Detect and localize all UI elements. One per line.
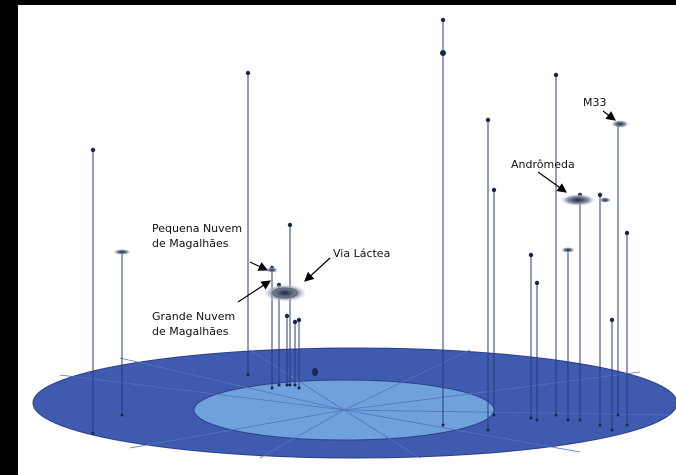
label: Andrômeda bbox=[511, 158, 575, 171]
left-border bbox=[0, 0, 18, 475]
galaxy-dot bbox=[486, 118, 490, 122]
stem-foot bbox=[92, 432, 95, 435]
stem-foot bbox=[567, 419, 570, 422]
stem-foot bbox=[611, 429, 614, 432]
stem-foot bbox=[442, 424, 445, 427]
stem-foot bbox=[294, 384, 297, 387]
label: Pequena Nuvem bbox=[152, 222, 242, 235]
stem-foot bbox=[617, 414, 620, 417]
local-group-diagram: Pequena Nuvem de Magalhães Via Láctea Gr… bbox=[0, 0, 676, 475]
top-border bbox=[0, 0, 676, 5]
label: de Magalhães bbox=[152, 325, 229, 338]
stem-foot bbox=[555, 414, 558, 417]
stem-foot bbox=[493, 414, 496, 417]
label: M33 bbox=[583, 96, 607, 109]
galaxy bbox=[113, 249, 131, 255]
galaxy-dot bbox=[293, 320, 297, 324]
galaxy-dot bbox=[440, 50, 446, 56]
stem-foot bbox=[530, 417, 533, 420]
galaxy-dot bbox=[492, 188, 496, 192]
galaxy-dot bbox=[91, 148, 95, 152]
galaxy bbox=[312, 368, 318, 376]
stem-foot bbox=[121, 414, 124, 417]
galaxy-dot bbox=[285, 314, 289, 318]
stem-foot bbox=[487, 429, 490, 432]
galaxy-dot bbox=[610, 318, 614, 322]
galaxy-dot bbox=[441, 18, 445, 22]
andromeda bbox=[560, 194, 596, 206]
galaxy bbox=[599, 197, 611, 203]
stem-foot bbox=[289, 384, 292, 387]
galaxy-dot bbox=[297, 318, 301, 322]
label: de Magalhães bbox=[152, 237, 229, 250]
label: Via Láctea bbox=[333, 247, 390, 260]
galaxy-dot bbox=[529, 253, 533, 257]
galaxy-dot bbox=[625, 231, 629, 235]
stem-foot bbox=[271, 387, 274, 390]
galaxy-dot bbox=[246, 71, 250, 75]
stem-foot bbox=[579, 419, 582, 422]
stem-foot bbox=[278, 384, 281, 387]
galaxy bbox=[561, 247, 575, 253]
stem-foot bbox=[286, 384, 289, 387]
galaxy-dot bbox=[554, 73, 558, 77]
stem-foot bbox=[599, 424, 602, 427]
stem-foot bbox=[298, 387, 301, 390]
smc bbox=[266, 267, 278, 273]
label: Grande Nuvem bbox=[152, 310, 235, 323]
stem-foot bbox=[536, 419, 539, 422]
m33 bbox=[611, 120, 629, 128]
stem-foot bbox=[626, 424, 629, 427]
galaxy-dot bbox=[598, 193, 602, 197]
galaxy-dot bbox=[535, 281, 539, 285]
milky-way bbox=[263, 284, 307, 302]
galaxy-dot bbox=[288, 223, 292, 227]
stem-foot bbox=[247, 374, 250, 377]
